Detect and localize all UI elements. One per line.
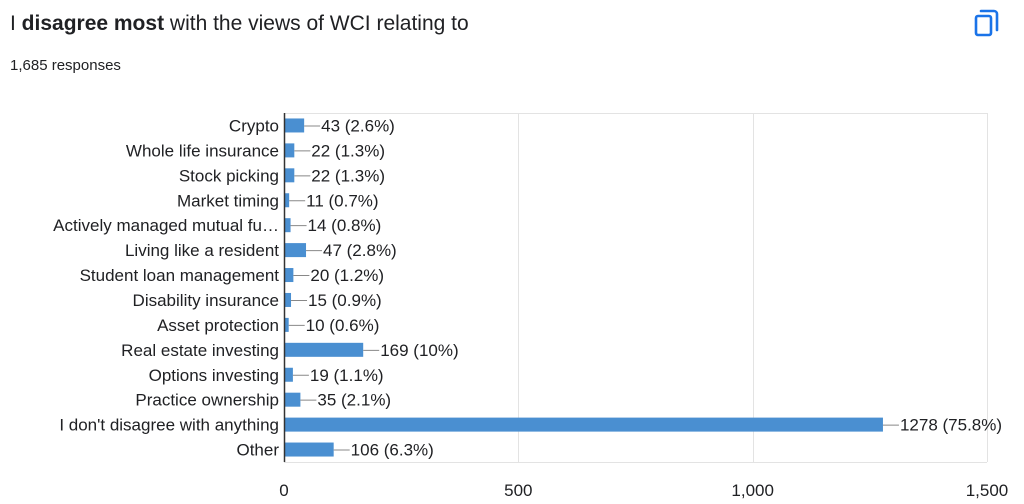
data-label: 106 (6.3%) [351, 441, 434, 460]
copy-icon [974, 9, 999, 37]
category-label: I don't disagree with anything [59, 416, 279, 435]
data-label: 22 (1.3%) [311, 166, 385, 185]
category-label: Other [236, 441, 279, 460]
data-label: 169 (10%) [380, 341, 458, 360]
bar [284, 417, 883, 432]
bar [284, 292, 292, 307]
bar [284, 268, 294, 283]
category-label: Options investing [149, 366, 279, 385]
title-prefix: I [10, 12, 22, 35]
bar [284, 342, 364, 357]
category-label: Student loan management [80, 266, 280, 285]
data-label: 35 (2.1%) [317, 391, 391, 410]
bar [284, 442, 334, 457]
x-tick-label: 1,500 [966, 481, 1009, 500]
category-label: Asset protection [157, 316, 279, 335]
bar [284, 367, 293, 382]
bar [284, 392, 301, 407]
data-label: 11 (0.7%) [306, 191, 378, 210]
data-label: 43 (2.6%) [321, 116, 395, 135]
title-bold: disagree most [21, 12, 165, 35]
copy-chart-button[interactable] [972, 8, 1002, 38]
category-label: Real estate investing [121, 341, 279, 360]
category-label: Living like a resident [125, 241, 279, 260]
question-title: I disagree most with the views of WCI re… [10, 10, 469, 38]
bar [284, 317, 289, 332]
category-label: Practice ownership [135, 391, 279, 410]
data-label: 19 (1.1%) [310, 366, 384, 385]
bar [284, 143, 295, 158]
bar [284, 243, 307, 258]
data-label: 10 (0.6%) [306, 316, 380, 335]
category-label: Market timing [177, 191, 279, 210]
data-label: 14 (0.8%) [308, 216, 382, 235]
bar [284, 118, 305, 133]
bar [284, 193, 290, 208]
category-label: Actively managed mutual fu… [53, 216, 279, 235]
title-suffix: with the views of WCI relating to [164, 12, 469, 35]
category-label: Whole life insurance [126, 141, 279, 160]
bar [284, 168, 295, 183]
category-label: Stock picking [179, 166, 279, 185]
data-label: 22 (1.3%) [311, 141, 385, 160]
x-tick-label: 500 [504, 481, 532, 500]
bar [284, 218, 291, 233]
data-label: 20 (1.2%) [310, 266, 384, 285]
data-label: 1278 (75.8%) [900, 416, 1002, 435]
category-label: Crypto [229, 116, 279, 135]
x-tick-label: 1,000 [731, 481, 774, 500]
category-label: Disability insurance [133, 291, 279, 310]
response-count: 1,685 responses [10, 57, 121, 74]
data-label: 15 (0.9%) [308, 291, 382, 310]
x-tick-label: 0 [279, 481, 288, 500]
data-label: 47 (2.8%) [323, 241, 397, 260]
